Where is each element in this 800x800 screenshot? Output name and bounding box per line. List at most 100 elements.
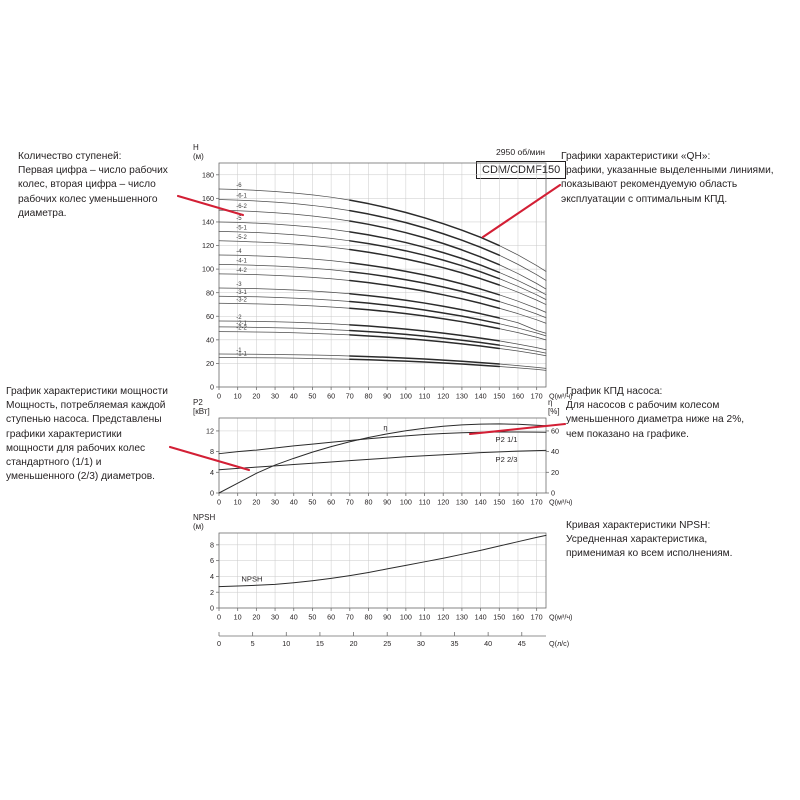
svg-text:[%]: [%] (548, 407, 560, 416)
svg-text:-3: -3 (236, 282, 242, 288)
callout-arrow-0 (176, 194, 245, 217)
svg-text:4: 4 (210, 468, 214, 477)
svg-text:-1-1: -1-1 (236, 352, 247, 358)
svg-text:80: 80 (206, 288, 214, 297)
annotation-qh-line-2: эксплуатации с оптимальным КПД. (561, 193, 728, 205)
svg-text:50: 50 (308, 498, 316, 507)
svg-text:15: 15 (316, 639, 324, 648)
svg-text:70: 70 (346, 392, 354, 401)
svg-text:80: 80 (364, 613, 372, 622)
svg-text:90: 90 (383, 498, 391, 507)
svg-text:20: 20 (252, 498, 260, 507)
svg-text:100: 100 (400, 613, 412, 622)
svg-text:12: 12 (206, 427, 214, 436)
svg-text:4: 4 (210, 572, 214, 581)
svg-text:Q(л/с): Q(л/с) (549, 639, 569, 648)
svg-text:0: 0 (551, 489, 555, 498)
annotation-power-line-2: графики характеристики (6, 428, 122, 440)
svg-text:70: 70 (346, 613, 354, 622)
svg-text:120: 120 (437, 613, 449, 622)
svg-text:η: η (548, 398, 552, 407)
callout-arrows (168, 183, 567, 472)
annotation-efficiency-line-2: чем показано на графике. (566, 428, 689, 440)
annotation-stages-line-1: колес, вторая цифра – число (18, 179, 156, 191)
callout-arrow-1 (481, 183, 562, 239)
svg-text:60: 60 (327, 613, 335, 622)
svg-text:0: 0 (217, 639, 221, 648)
svg-text:150: 150 (493, 613, 505, 622)
annotation-qh-line-0: Графики, указанные выделенными линиями, (561, 165, 774, 177)
svg-text:30: 30 (271, 392, 279, 401)
svg-text:-5-2: -5-2 (236, 235, 247, 241)
annotation-stages-line-0: Первая цифра – число рабочих (18, 165, 168, 177)
svg-text:130: 130 (456, 392, 468, 401)
svg-text:0: 0 (217, 498, 221, 507)
svg-text:-6-2: -6-2 (236, 204, 247, 210)
svg-text:45: 45 (518, 639, 526, 648)
annotation-stages-line-2: рабочих колес уменьшенного (18, 193, 158, 205)
svg-text:P2: P2 (193, 398, 203, 407)
svg-text:20: 20 (350, 639, 358, 648)
svg-text:150: 150 (493, 392, 505, 401)
annotation-power-line-0: Мощность, потребляемая каждой (6, 400, 166, 412)
svg-text:40: 40 (290, 498, 298, 507)
svg-text:70: 70 (346, 498, 354, 507)
svg-text:40: 40 (551, 447, 559, 456)
svg-text:40: 40 (290, 613, 298, 622)
svg-text:110: 110 (419, 498, 430, 507)
svg-text:-1: -1 (236, 348, 242, 354)
svg-text:180: 180 (202, 170, 214, 179)
svg-text:60: 60 (327, 392, 335, 401)
svg-text:25: 25 (383, 639, 391, 648)
annotation-power-line-5: уменьшенного (2/3) диаметров. (6, 471, 155, 483)
svg-text:NPSH: NPSH (193, 513, 215, 522)
svg-text:170: 170 (531, 392, 543, 401)
svg-text:170: 170 (531, 613, 543, 622)
svg-text:140: 140 (475, 392, 487, 401)
svg-text:40: 40 (290, 392, 298, 401)
svg-text:-3-1: -3-1 (236, 290, 247, 296)
annotation-efficiency-line-1: уменьшенного диаметра ниже на 2%, (566, 414, 745, 426)
annotation-qh-line-1: показывают рекомендуемую область (561, 179, 738, 191)
svg-text:20: 20 (551, 468, 559, 477)
svg-text:10: 10 (234, 498, 242, 507)
annotation-qh-title: Графики характеристики «QH»: (561, 151, 711, 162)
svg-text:160: 160 (512, 613, 524, 622)
svg-text:-6: -6 (236, 183, 242, 189)
svg-text:100: 100 (400, 498, 412, 507)
svg-text:-3-2: -3-2 (236, 297, 247, 303)
annotation-power: График характеристики мощности Мощность,… (6, 385, 196, 484)
annotation-efficiency-line-0: Для насосов с рабочим колесом (566, 400, 720, 412)
svg-text:50: 50 (308, 613, 316, 622)
annotation-npsh-line-1: применимая ко всем исполнениям. (566, 548, 733, 560)
svg-text:10: 10 (282, 639, 290, 648)
svg-text:40: 40 (484, 639, 492, 648)
svg-text:-2: -2 (236, 315, 242, 321)
annotation-npsh-title: Кривая характеристики NPSH: (566, 520, 711, 531)
svg-text:60: 60 (206, 312, 214, 321)
svg-text:-4: -4 (236, 249, 242, 255)
svg-text:0: 0 (217, 392, 221, 401)
svg-text:60: 60 (551, 427, 559, 436)
svg-text:0: 0 (210, 604, 214, 613)
annotation-power-line-1: ступенью насоса. Представлены (6, 414, 162, 426)
svg-text:[кВт]: [кВт] (193, 407, 210, 416)
svg-text:80: 80 (364, 498, 372, 507)
svg-text:20: 20 (252, 613, 260, 622)
svg-text:160: 160 (512, 392, 524, 401)
svg-text:-5-1: -5-1 (236, 225, 247, 231)
svg-text:60: 60 (327, 498, 335, 507)
svg-text:-4-2: -4-2 (236, 268, 247, 274)
svg-text:140: 140 (202, 218, 214, 227)
annotation-stages-line-3: диаметра. (18, 207, 67, 219)
annotation-qh: Графики характеристики «QH»: Графики, ук… (561, 150, 800, 207)
svg-text:5: 5 (251, 639, 255, 648)
svg-text:20: 20 (252, 392, 260, 401)
svg-text:Q(м³/ч): Q(м³/ч) (549, 498, 572, 507)
callout-arrow-3 (468, 422, 567, 436)
svg-text:0: 0 (210, 383, 214, 392)
svg-text:40: 40 (206, 335, 214, 344)
svg-text:-2-2: -2-2 (236, 326, 247, 332)
svg-text:160: 160 (202, 194, 214, 203)
